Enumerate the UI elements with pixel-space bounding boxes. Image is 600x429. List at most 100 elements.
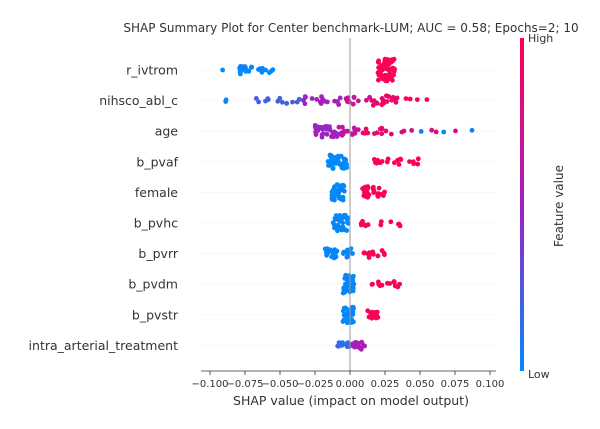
shap-point — [315, 128, 321, 134]
shap-point — [391, 72, 396, 78]
shap-point — [370, 281, 375, 287]
shap-point — [374, 309, 380, 315]
shap-point — [391, 68, 397, 74]
shap-point — [371, 190, 377, 196]
shap-point — [294, 99, 300, 105]
shap-point — [335, 227, 341, 233]
shap-point — [351, 273, 356, 279]
x-tick-label: −0.025 — [296, 379, 333, 390]
shap-point — [383, 128, 389, 134]
shap-point — [415, 156, 421, 162]
shap-point — [361, 185, 367, 191]
shap-point — [380, 64, 386, 69]
shap-point — [396, 221, 402, 227]
shap-point — [365, 222, 371, 228]
shap-point — [329, 195, 335, 201]
x-axis: −0.100−0.075−0.050−0.025 0.000 0.025 0.050 0… — [191, 370, 504, 408]
shap-point — [361, 343, 366, 348]
shap-point — [358, 221, 364, 226]
shap-point — [220, 67, 226, 73]
shap-point — [345, 340, 350, 346]
shap-point — [389, 57, 395, 62]
feature-label: nihsco_abl_c — [99, 93, 178, 108]
shap-point — [379, 96, 385, 101]
shap-point — [341, 285, 347, 291]
shap-point — [376, 72, 382, 78]
shap-point — [223, 97, 229, 103]
shap-point — [339, 215, 345, 221]
shap-point — [441, 129, 447, 135]
shap-point — [374, 130, 380, 136]
shap-point — [339, 161, 344, 167]
colorbar-high-label: High — [528, 32, 553, 45]
shap-point — [326, 163, 331, 168]
shap-point — [376, 59, 381, 65]
shap-point — [385, 280, 390, 286]
shap-point — [361, 250, 367, 256]
x-tick-label: −0.075 — [226, 379, 263, 390]
x-tick-label: 0.075 — [441, 379, 470, 390]
chart-title: SHAP Summary Plot for Center benchmark-L… — [123, 21, 578, 35]
x-tick-label: −0.100 — [191, 379, 228, 390]
shap-point — [336, 124, 342, 130]
shap-point — [424, 97, 430, 102]
colorbar-gradient — [520, 38, 524, 371]
shap-point — [344, 254, 350, 260]
shap-point — [314, 97, 320, 102]
shap-point — [257, 66, 263, 71]
colorbar-low-label: Low — [528, 368, 550, 381]
shap-point — [385, 156, 391, 162]
shap-point — [243, 69, 249, 74]
shap-point — [331, 186, 337, 192]
shap-point — [396, 162, 402, 167]
shap-point — [379, 102, 385, 108]
shap-point — [237, 69, 243, 75]
shap-point — [379, 131, 385, 137]
shap-point — [270, 67, 276, 73]
shap-point — [366, 192, 372, 198]
shap-point — [378, 219, 384, 225]
shap-point — [369, 98, 375, 103]
shap-point — [418, 129, 424, 134]
feature-label: b_pvstr — [132, 307, 179, 322]
shap-point — [343, 157, 348, 163]
shap-point — [345, 247, 350, 253]
shap-point — [341, 183, 347, 189]
shap-point — [336, 102, 342, 107]
shap-point — [350, 341, 355, 347]
shap-point — [330, 166, 336, 172]
shap-point — [410, 159, 416, 165]
shap-point — [376, 77, 381, 83]
x-tick-label: −0.050 — [261, 379, 298, 390]
shap-point — [249, 65, 254, 70]
shap-point — [352, 130, 358, 136]
shap-point — [381, 250, 387, 256]
shap-point — [390, 94, 396, 100]
shap-point — [342, 161, 348, 167]
shap-point — [376, 185, 382, 191]
shap-point — [433, 129, 439, 135]
shap-point — [371, 157, 377, 162]
colorbar-title: Feature value — [552, 165, 566, 247]
shap-point — [240, 64, 246, 69]
feature-label: r_ivtrom — [126, 63, 178, 78]
shap-point — [362, 130, 368, 136]
feature-label: b_pvdm — [128, 277, 178, 292]
shap-point — [337, 95, 343, 101]
shap-point — [395, 284, 401, 290]
shap-point — [388, 131, 394, 137]
shap-point — [469, 127, 475, 133]
shap-point — [382, 189, 387, 195]
shap-point — [332, 247, 337, 253]
x-axis-label: SHAP value (impact on model output) — [233, 393, 469, 408]
shap-point — [333, 217, 339, 222]
shap-point — [340, 124, 345, 130]
shap-point — [341, 312, 347, 318]
shap-point — [403, 96, 409, 101]
shap-point — [325, 250, 331, 256]
shap-point — [329, 153, 335, 159]
shap-point — [318, 99, 323, 105]
shap-point — [256, 99, 261, 105]
